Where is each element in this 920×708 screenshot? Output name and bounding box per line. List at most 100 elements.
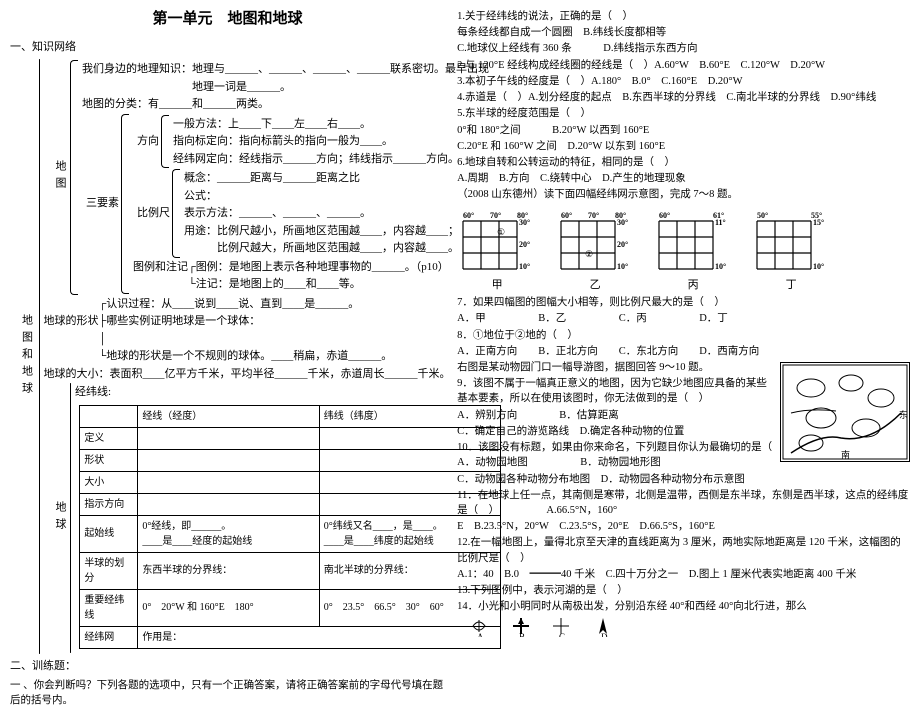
grid-diagrams: 60°70°80°30°20°10°①甲60°70°80°30°20°10°②乙… [457, 209, 910, 294]
q11-opts: E B.23.5°N，20°W C.23.5°S，20°E D.66.5°S，1… [457, 519, 910, 534]
td: 0°经线，即______。____是____经度的起始线 [138, 515, 319, 552]
san-label: 三要素 [86, 114, 121, 294]
q2: 2.与 120°E 经线构成经线圈的经线是（ ）A.60°W B.60°E C.… [457, 58, 910, 73]
line: 表示方法：______、______、______。 [184, 205, 459, 222]
zoo-map-figure: 东 南 [780, 362, 910, 462]
line: 比例尺越大，所画地区范围越____，内容越____。 [184, 240, 459, 257]
vlabel-main: 地图和地球 [14, 59, 39, 654]
brace-scale [172, 169, 180, 258]
lat-lon-table: 经线（经度）纬线（纬度） 定义 形状 大小 指示方向 起始线 0°经线，即___… [79, 405, 501, 649]
q7-pre: （2008 山东德州）读下面四幅经纬网示意图，完成 7～8 题。 [457, 187, 910, 202]
q10-opts: C．动物园各种动物分布地图 D．动物园各种动物分布示意图 [457, 472, 910, 487]
line: 地理一词是______。 [82, 79, 489, 96]
brace-main [39, 59, 40, 654]
svg-text:60°: 60° [561, 211, 572, 220]
brace-map [70, 60, 78, 295]
svg-text:20°: 20° [617, 240, 628, 249]
th: 经线（经度） [138, 405, 319, 427]
td: 经纬网 [80, 626, 138, 648]
line: 用途：比例尺越小，所画地区范围越____，内容越____； [184, 223, 459, 240]
svg-text:10°: 10° [519, 262, 530, 271]
q8-opts: A．正南方向 B．正北方向 C．东北方向 D．西南方向 [457, 344, 910, 359]
page-title: 第一单元 地图和地球 [10, 8, 445, 31]
td: 重要经纬线 [80, 589, 138, 626]
section-1-heading: 一、知识网络 [10, 39, 445, 56]
dir-label: 方向 [137, 115, 161, 169]
line: 公式： [184, 188, 459, 205]
q5-opts: C.20°E 和 160°W 之间 D.20°W 以东到 160°E [457, 139, 910, 154]
td: 0° 20°W 和 160°E 180° [138, 589, 319, 626]
line: 一般方法：上____下____左____右____。 [173, 116, 459, 133]
q11: 11．在地球上任一点，其南侧是寒带，北侧是温带，西侧是东半球，东侧是西半球，这点… [457, 488, 910, 518]
svg-text:C: C [559, 632, 565, 637]
svg-text:70°: 70° [588, 211, 599, 220]
td [138, 449, 319, 471]
q1-opts: C.地球仪上经线有 360 条 D.纬线指示东西方向 [457, 41, 910, 56]
td: 东西半球的分界线： [138, 552, 319, 589]
td: 作用是： [138, 626, 501, 648]
td [138, 427, 319, 449]
td: 指示方向 [80, 493, 138, 515]
instructions: 一 、你会判断吗？下列各题的选项中，只有一个正确答案，请将正确答案前的字母代号填… [10, 678, 445, 708]
svg-text:②: ② [585, 249, 593, 259]
svg-text:D: D [601, 632, 608, 637]
brace-earth [70, 383, 71, 653]
svg-text:30°: 30° [519, 218, 530, 227]
line: 图例和注记┌图例：是地图上表示各种地理事物的______。（p10） [133, 259, 459, 276]
line: 我们身边的地理知识：地理与______、______、______、______… [82, 61, 489, 78]
q7: 7．如果四幅图的图幅大小相等，则比例尺最大的是（ ） [457, 295, 910, 310]
section-2-heading: 二、训练题： [10, 658, 445, 675]
td [138, 493, 319, 515]
q8: 8．①地位于②地的（ ） [457, 328, 910, 343]
svg-text:南: 南 [841, 449, 850, 460]
td [138, 471, 319, 493]
line: 地图的分类：有______和______两类。 [82, 96, 489, 113]
q1: 1.关于经纬线的说法，正确的是（ ） [457, 9, 910, 24]
q7-opts: A．甲 B．乙 C．丙 D．丁 [457, 311, 910, 326]
q12: 12.在一幅地图上，量得北京至天津的直线距离为 3 厘米，两地实际地距离是 12… [457, 535, 910, 565]
td: 起始线 [80, 515, 138, 552]
line: 概念：______距离与______距离之比 [184, 170, 459, 187]
vlabel-map: 地图 [48, 60, 71, 295]
svg-text:10°: 10° [813, 262, 824, 271]
line: 地球的形状├哪些实例证明地球是一个球体： [44, 313, 506, 330]
svg-text:11°: 11° [715, 218, 726, 227]
q1-opts: 每条经线都自成一个圆圈 B.纬线长度都相等 [457, 25, 910, 40]
q12-opts: A.1：40 B.0 ━━━40 千米 C.四十万分之一 D.图上 1 厘米代表… [457, 567, 910, 582]
td: 大小 [80, 471, 138, 493]
compass-icons: A B C D [463, 615, 623, 642]
td: 形状 [80, 449, 138, 471]
brace-san [121, 114, 129, 294]
line: ┌认识过程：从____说到____说、直到____是______。 [44, 296, 506, 313]
svg-text:15°: 15° [813, 218, 824, 227]
line: 经纬网定向：经线指示______方向；纬线指示______方向。 [173, 151, 459, 168]
q3: 3.本初子午线的经度是（ ）A.180° B.0° C.160°E D.20°W [457, 74, 910, 89]
line: 指向标定向：指向标箭头的指向一般为____。 [173, 133, 459, 150]
svg-text:10°: 10° [715, 262, 726, 271]
line: │ [44, 331, 506, 348]
vlabel-earth: 地球 [48, 383, 71, 653]
svg-text:30°: 30° [617, 218, 628, 227]
svg-text:50°: 50° [757, 211, 768, 220]
q6: 6.地球自转和公转运动的特征，相同的是（ ） [457, 155, 910, 170]
q6-opts: A.周期 B.方向 C.绕转中心 D.产生的地理现象 [457, 171, 910, 186]
svg-text:①: ① [497, 227, 505, 237]
q4: 4.赤道是（ ）A.划分经度的起点 B.东西半球的分界线 C.南北半球的分界线 … [457, 90, 910, 105]
th [80, 405, 138, 427]
svg-text:A: A [477, 632, 484, 637]
svg-text:60°: 60° [463, 211, 474, 220]
svg-text:20°: 20° [519, 240, 530, 249]
line: └注记：是地图上的____和____等。 [133, 276, 459, 293]
q5: 5.东半球的经度范围是（ ） [457, 106, 910, 121]
scale-label: 比例尺 [137, 169, 172, 258]
q14: 14．小光和小明同时从南极出发，分别沿东经 40°和西经 40°向北行进，那么 … [457, 599, 910, 641]
line: 经纬线: [75, 384, 506, 401]
svg-text:10°: 10° [617, 262, 628, 271]
line: 地球的大小：表面积____亿平方千米，平均半径______千米，赤道周长____… [44, 366, 506, 383]
q5-opts: 0°和 180°之间 B.20°W 以西到 160°E [457, 123, 910, 138]
svg-text:70°: 70° [490, 211, 501, 220]
svg-text:东: 东 [899, 409, 908, 420]
td: 半球的划分 [80, 552, 138, 589]
line: └地球的形状是一个不规则的球体。____稍扁，赤道______。 [44, 348, 506, 365]
svg-text:60°: 60° [659, 211, 670, 220]
